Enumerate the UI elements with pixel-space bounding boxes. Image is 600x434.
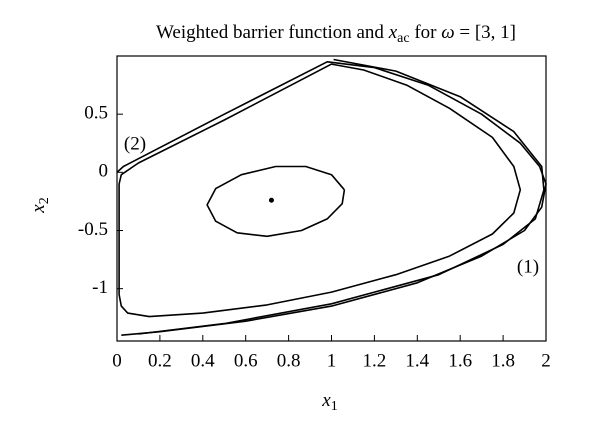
x-tick-label: 2 — [541, 350, 551, 371]
x-tick-label: 0 — [112, 350, 122, 371]
y-tick-label: -0.5 — [78, 219, 108, 240]
title-part: for — [410, 22, 442, 43]
x-tick-label: 1.2 — [363, 350, 387, 371]
x-tick-label: 0.8 — [277, 350, 301, 371]
plot-frame — [116, 55, 547, 342]
title-part: Weighted barrier function and — [156, 22, 389, 43]
x-axis-label: x1 — [321, 390, 337, 414]
label-part: 2 — [37, 197, 52, 204]
y-axis-label: x2 — [28, 197, 52, 213]
y-tick-label: 0 — [99, 161, 109, 182]
center-point — [268, 197, 274, 203]
title-part: = [3, 1] — [455, 22, 516, 43]
x-tick-label: 1.8 — [491, 350, 515, 371]
contour-line — [118, 63, 522, 318]
y-tick-label: -1 — [92, 277, 108, 298]
contour-line — [138, 58, 545, 335]
x-tick-label: 1 — [327, 350, 337, 371]
contour-line — [206, 165, 346, 238]
annotation: (1) — [517, 256, 539, 277]
x-tick-label: 1.4 — [405, 350, 429, 371]
title-part: ω — [441, 22, 454, 43]
title-part: x — [388, 22, 398, 43]
contour-line — [116, 61, 547, 336]
x-tick-label: 0.2 — [148, 350, 172, 371]
title-part: ac — [397, 31, 409, 46]
x-tick-label: 0.4 — [191, 350, 215, 371]
label-part: 1 — [331, 399, 338, 414]
chart-title: Weighted barrier function and xac for ω … — [156, 22, 516, 46]
label-part: x — [321, 390, 331, 411]
annotation: (2) — [124, 133, 146, 154]
y-tick-label: 0.5 — [84, 103, 108, 124]
x-tick-label: 0.6 — [234, 350, 258, 371]
label-part: x — [28, 204, 49, 214]
x-tick-label: 1.6 — [448, 350, 472, 371]
